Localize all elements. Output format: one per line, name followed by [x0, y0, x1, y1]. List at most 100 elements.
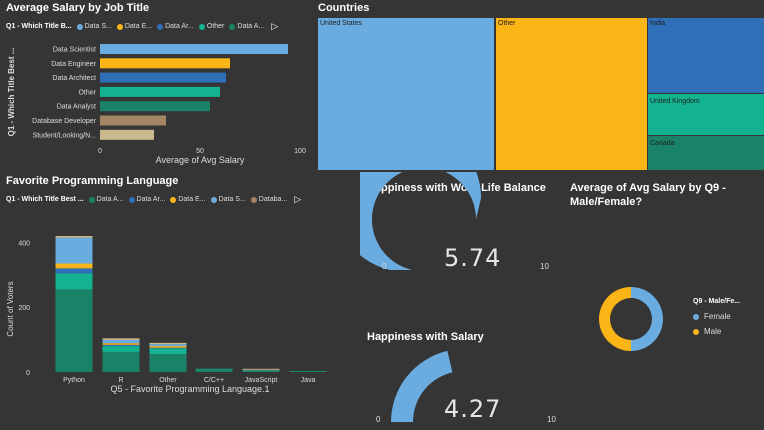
gender-title-line1: Average of Avg Salary by Q9 -	[570, 182, 726, 194]
language-legend-item[interactable]: Databa...	[250, 196, 288, 203]
bar-segment-c-c-	[195, 368, 233, 370]
wlb-gauge-min: 0	[382, 262, 387, 271]
salary-legend-title: Q1 - Which Title B...	[6, 23, 72, 30]
x-tick-label: Python	[63, 377, 85, 384]
treemap-tile-india[interactable]: India	[648, 18, 764, 93]
bar-segment-other	[149, 347, 187, 349]
x-tick-label: 0	[98, 148, 102, 155]
legend-swatch	[88, 196, 95, 203]
gender-donut-chart	[599, 287, 663, 351]
legend-label: Other	[206, 23, 225, 30]
y-tick-label: 0	[26, 370, 30, 377]
category-label: Data Scientist	[53, 47, 96, 54]
language-legend-title: Q1 - Which Title Best ...	[6, 196, 84, 203]
legend-swatch	[76, 23, 83, 30]
gender-legend-item-female[interactable]: Female	[693, 312, 731, 321]
bar-student-looking-n-	[100, 129, 154, 140]
wlb-gauge-title: Happiness with Work Life Balance	[367, 182, 546, 194]
gender-legend-item-male[interactable]: Male	[693, 327, 721, 336]
salary-gauge-min: 0	[376, 415, 381, 424]
x-tick-label: JavaScript	[245, 377, 278, 384]
salary-legend-item[interactable]: Other	[198, 23, 225, 30]
bar-segment-other	[149, 346, 187, 348]
gender-legend-title: Q9 - Male/Fe...	[693, 298, 740, 305]
x-tick-label: C/C++	[204, 377, 224, 384]
category-label: Data Engineer	[51, 61, 96, 68]
bar-segment-r	[102, 351, 140, 372]
legend-swatch	[250, 196, 257, 203]
bar-segment-other	[149, 354, 187, 372]
bar-database-developer	[100, 115, 166, 126]
bar-segment-other	[149, 342, 187, 345]
legend-swatch	[229, 23, 236, 30]
salary-legend-item[interactable]: Data E...	[116, 23, 153, 30]
language-panel: Favorite Programming Language Q1 - Which…	[0, 172, 350, 430]
category-label: Other	[78, 89, 96, 96]
bar-segment-javascript	[242, 369, 280, 371]
bar-segment-java	[289, 371, 327, 372]
x-axis-label: Q5 - Favorite Programming Language.1	[110, 384, 269, 394]
language-chart-title: Favorite Programming Language	[6, 175, 179, 187]
treemap-tile-united-kingdom[interactable]: United Kingdom	[648, 94, 764, 135]
x-tick-label: Other	[159, 377, 177, 384]
y-tick-label: 400	[18, 240, 30, 247]
x-axis-label: Average of Avg Salary	[156, 155, 245, 165]
legend-swatch	[210, 196, 217, 203]
bar-data-analyst	[100, 101, 210, 112]
salary-legend-item[interactable]: Data S...	[76, 23, 112, 30]
salary-gauge-value: 4.27	[444, 395, 502, 423]
tile-label: United States	[320, 20, 363, 27]
language-legend-item[interactable]: Data Ar...	[128, 196, 165, 203]
gender-panel: Average of Avg Salary by Q9 - Male/Femal…	[565, 172, 764, 430]
salary-bar-chart: Data Scientist Data Engineer Data Architec…	[7, 44, 306, 165]
language-legend-item[interactable]: Data E...	[170, 196, 206, 203]
y-axis-label: Q1 - Which Title Best ...	[7, 48, 16, 137]
donut-slice-male	[599, 287, 631, 351]
salary-gauge-title: Happiness with Salary	[367, 331, 484, 343]
salary-gauge-max: 10	[547, 415, 556, 424]
bar-segment-r	[102, 343, 140, 345]
legend-next-icon[interactable]: ▷	[271, 21, 279, 31]
bar-data-engineer	[100, 58, 230, 69]
gauge-fill-arc	[360, 172, 482, 270]
treemap-tile-canada[interactable]: Canada	[648, 136, 764, 170]
language-stacked-chart: 0 200 400 Python R Other C/C++ JavaScript Java Q5…	[6, 236, 327, 394]
gender-title-line2: Male/Female?	[570, 196, 643, 208]
bar-data-scientist	[100, 44, 288, 54]
salary-legend-item[interactable]: Data Ar...	[157, 23, 194, 30]
treemap-tile-united-states[interactable]: United States	[318, 18, 494, 170]
bar-segment-other	[149, 344, 187, 347]
language-legend-item[interactable]: Data A...	[88, 196, 124, 203]
bar-segment-javascript	[242, 368, 280, 370]
y-axis-label: Count of Voters	[6, 281, 15, 336]
legend-next-icon[interactable]: ▷	[294, 194, 302, 204]
legend-label: Data S...	[218, 196, 246, 203]
legend-swatch	[693, 328, 699, 335]
salary-gauge	[391, 350, 453, 422]
bar-segment-javascript	[242, 370, 280, 372]
legend-label: Data S...	[84, 23, 112, 30]
x-tick-label: 100	[294, 148, 306, 155]
salary-gauge-panel: Happiness with Salary 4.27 0 10	[360, 322, 565, 430]
wlb-gauge-value: 5.74	[444, 244, 502, 272]
bar-segment-python	[55, 263, 93, 269]
legend-label: Databa...	[258, 196, 288, 203]
legend-label: Data E...	[124, 23, 153, 30]
treemap-tile-other[interactable]: Other	[496, 18, 647, 170]
wlb-gauge-max: 10	[540, 262, 549, 271]
salary-chart-title: Average Salary by Job Title	[6, 2, 150, 14]
salary-by-title-panel: Average Salary by Job Title Q1 - Which T…	[0, 0, 310, 172]
x-tick-label: 50	[196, 148, 204, 155]
legend-label: Female	[704, 312, 731, 321]
y-tick-label: 200	[18, 305, 30, 312]
bar-segment-python	[55, 289, 93, 372]
bar-segment-r	[102, 346, 140, 352]
x-tick-label: R	[118, 377, 123, 384]
category-label: Data Analyst	[57, 104, 96, 111]
bar-other	[100, 86, 220, 97]
bar-segment-r	[102, 339, 140, 344]
countries-panel: Countries United States Other India Unit…	[318, 0, 764, 172]
wlb-gauge-panel: Happiness with Work Life Balance 5.74 0 …	[360, 172, 565, 292]
salary-legend-item[interactable]: Data A...	[229, 23, 264, 30]
language-legend-item[interactable]: Data S...	[210, 196, 246, 203]
